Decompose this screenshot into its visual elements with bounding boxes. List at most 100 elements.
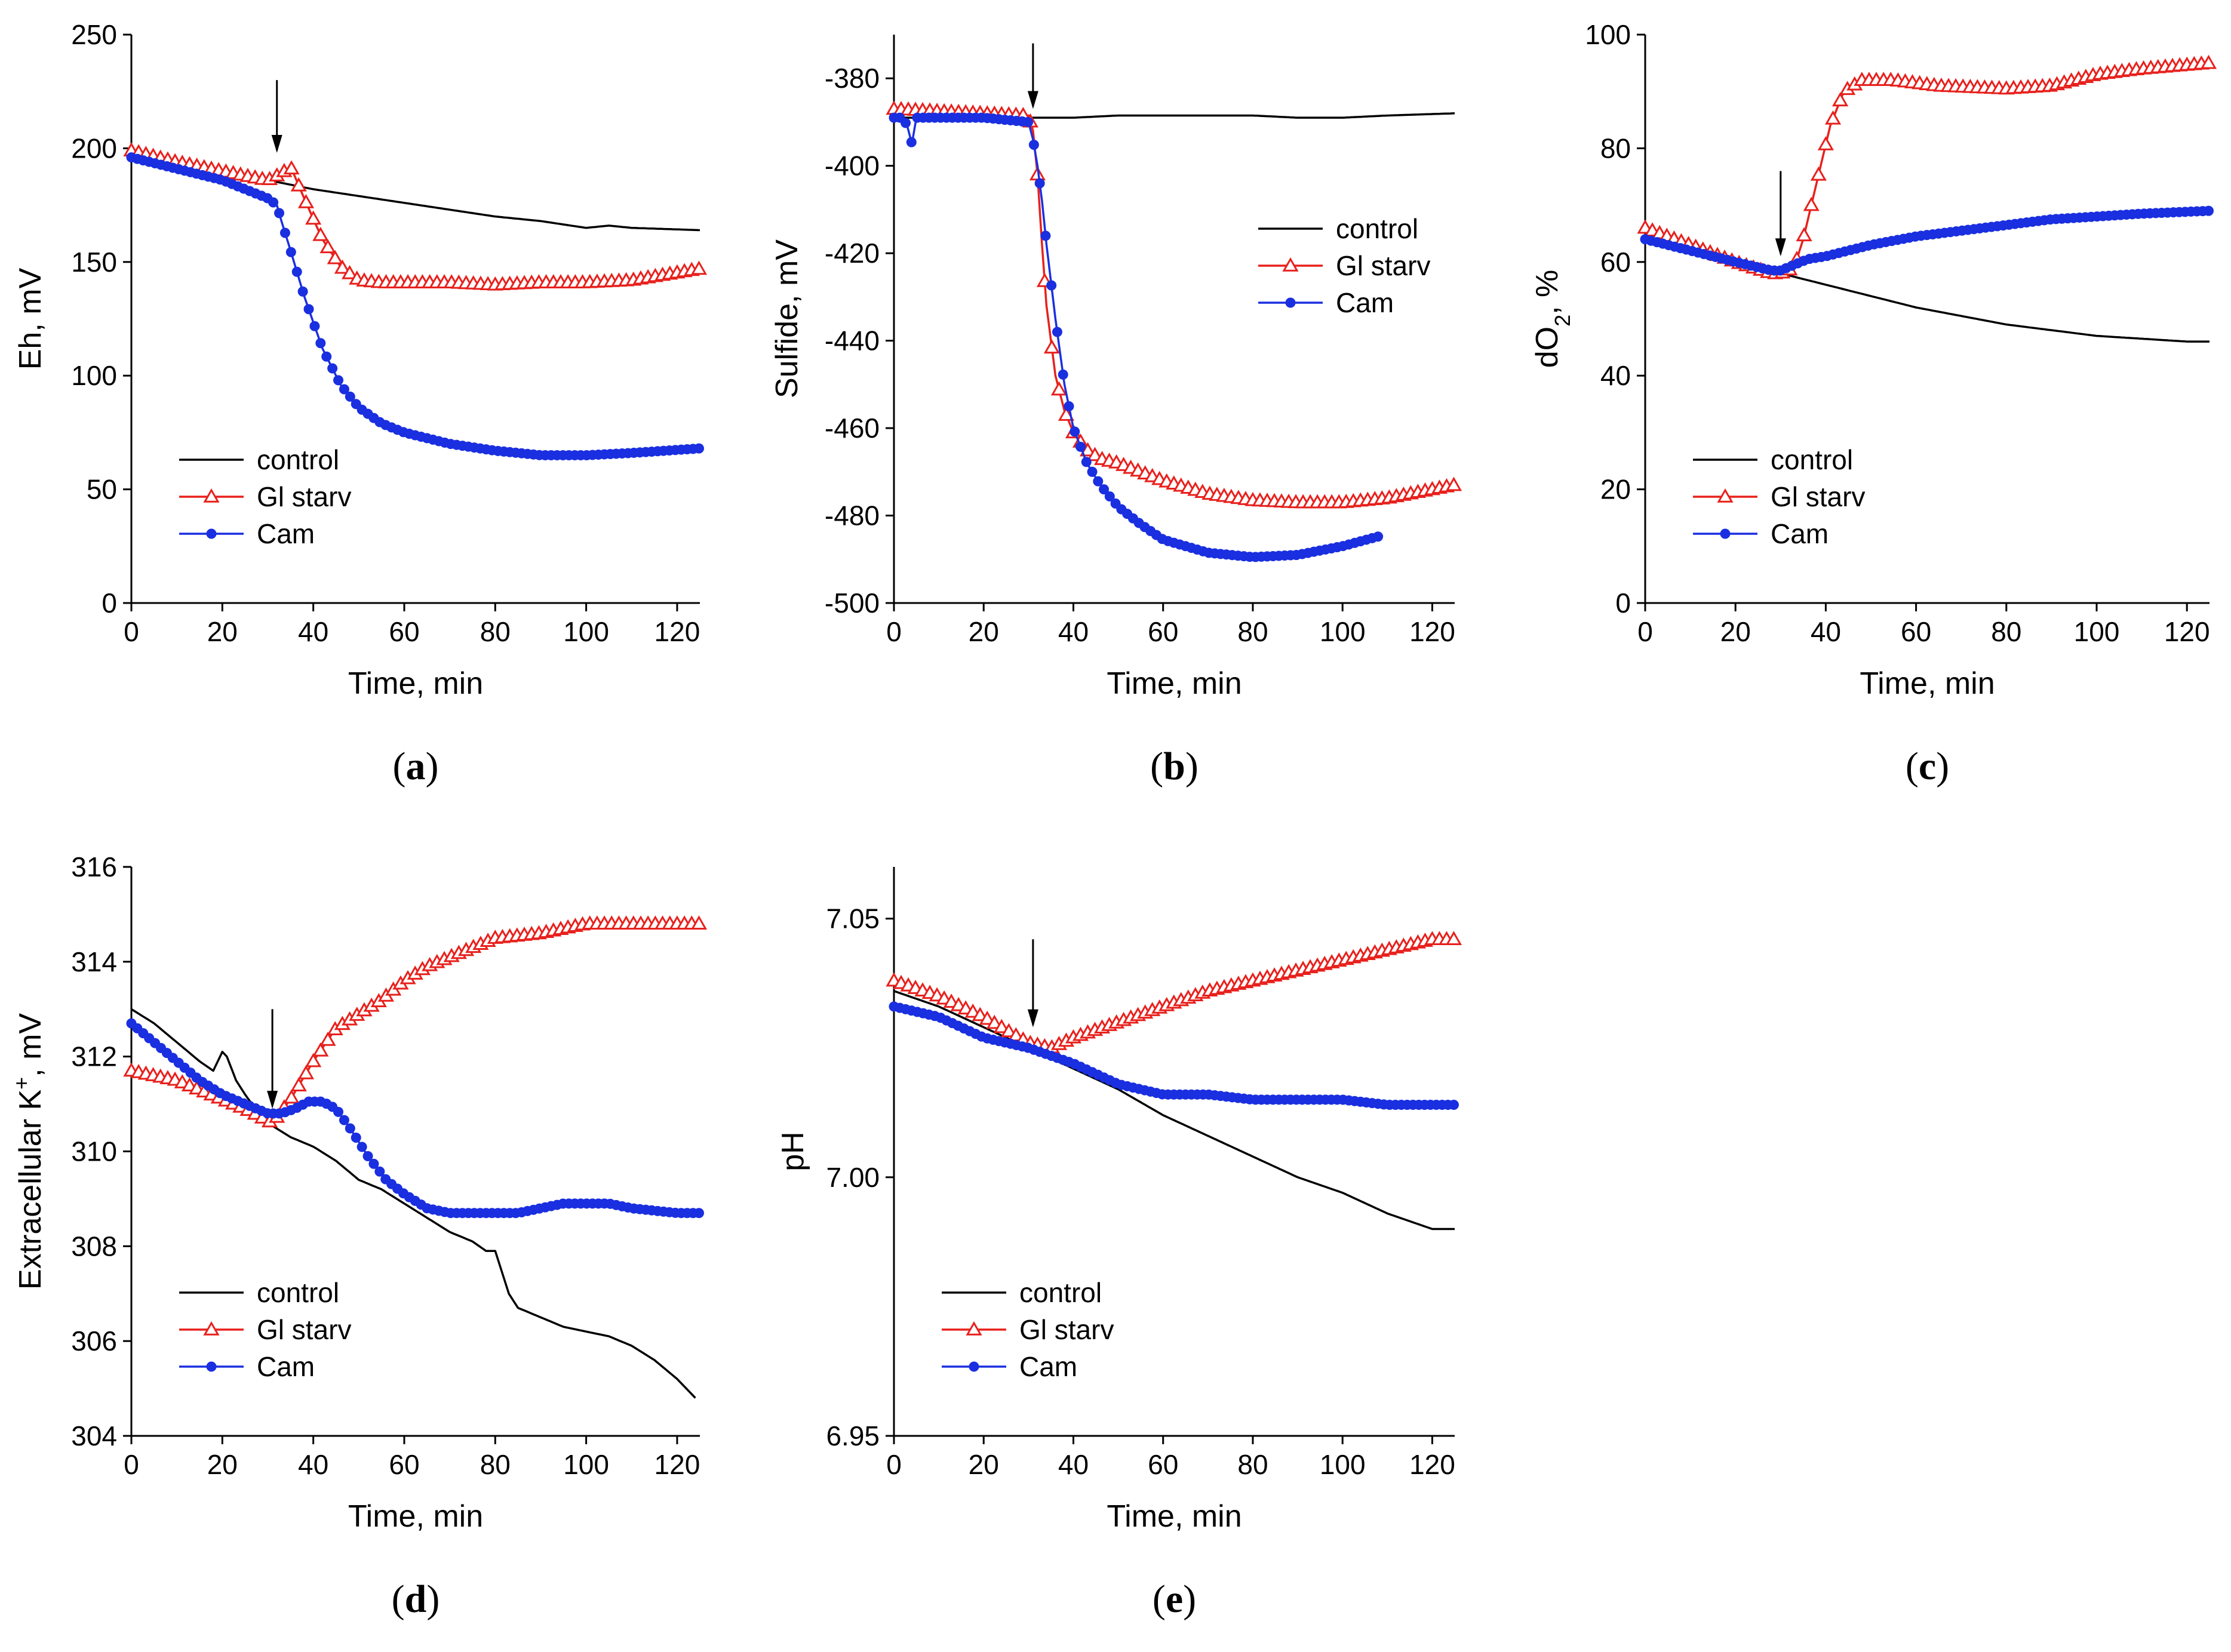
- x-axis-title: Time, min: [1107, 666, 1242, 701]
- series-line: [1645, 238, 2210, 343]
- series-cam: [126, 1018, 704, 1219]
- data-point: [1040, 230, 1051, 241]
- arrow-head: [1027, 1009, 1038, 1027]
- y-axis-title: dO2, %: [1530, 270, 1575, 368]
- x-tick-label: 60: [1148, 616, 1178, 647]
- y-axis-title: Sulfide, mV: [770, 239, 804, 398]
- series-gl-starv: [123, 915, 708, 1128]
- data-point: [1824, 110, 1842, 125]
- data-point: [2200, 54, 2217, 69]
- data-point: [693, 443, 704, 454]
- legend-label: Gl starv: [257, 1314, 351, 1345]
- x-tick-label: 0: [124, 616, 139, 647]
- x-tick-label: 80: [1237, 1449, 1268, 1480]
- legend-marker: [1720, 528, 1731, 539]
- data-point: [1817, 136, 1834, 150]
- x-tick-label: 40: [1058, 616, 1089, 647]
- data-point: [297, 286, 308, 297]
- legend-label: control: [257, 1277, 339, 1308]
- data-point: [1086, 447, 1104, 462]
- data-point: [374, 1166, 385, 1177]
- data-point: [274, 208, 285, 219]
- data-point: [1796, 227, 1812, 242]
- data-point: [1448, 1100, 1459, 1110]
- legend-label: Gl starv: [1771, 481, 1865, 512]
- x-tick-label: 0: [1637, 616, 1653, 647]
- x-tick-label: 80: [480, 616, 511, 647]
- data-point: [993, 1019, 1010, 1033]
- data-point: [1052, 327, 1062, 337]
- data-point: [305, 1053, 322, 1068]
- series-cam: [1640, 205, 2214, 276]
- data-point: [2203, 205, 2214, 216]
- data-point: [901, 118, 911, 128]
- data-point: [283, 1089, 300, 1104]
- chart-panel-c: 0 20 40 60 80 100 120 0 20 40 60 80 100 Time, min dO2,…: [1530, 19, 2217, 788]
- y-tick-label: 100: [1585, 19, 1631, 50]
- data-point: [345, 391, 355, 402]
- x-tick-label: 120: [654, 1449, 700, 1480]
- y-tick-label: 50: [87, 474, 117, 505]
- data-point: [986, 1014, 1003, 1029]
- data-point: [321, 351, 332, 362]
- series-line: [1645, 61, 2210, 275]
- legend-label: control: [257, 444, 339, 475]
- x-tick-label: 120: [1409, 1449, 1455, 1480]
- data-point: [345, 1123, 355, 1134]
- arrow-head: [1775, 238, 1786, 257]
- x-tick-label: 120: [654, 616, 700, 647]
- x-tick-label: 0: [886, 616, 902, 647]
- panel-label: (b): [1150, 745, 1199, 788]
- chart-panel-e: 0 20 40 60 80 100 120 6.95 7.00 7.05 Time, min pH (e…: [776, 867, 1462, 1621]
- series-cam: [889, 112, 1384, 562]
- legend-marker: [1717, 488, 1734, 503]
- data-point: [305, 210, 322, 225]
- x-tick-label: 20: [207, 616, 238, 647]
- data-point: [285, 247, 296, 257]
- x-axis-title: Time, min: [348, 1499, 483, 1534]
- data-point: [290, 1077, 307, 1092]
- x-tick-label: 40: [1058, 1449, 1089, 1480]
- chart-panel-a: 0 20 40 60 80 100 120 0 50 100 150 200 250 Time, min E…: [13, 19, 708, 788]
- y-tick-label: 7.05: [826, 903, 880, 934]
- panel-label: (a): [393, 745, 439, 788]
- data-point: [1046, 280, 1057, 291]
- data-point: [1104, 491, 1115, 502]
- y-tick-label: 100: [71, 360, 117, 391]
- x-tick-label: 0: [886, 1449, 902, 1480]
- data-point: [1373, 531, 1384, 542]
- data-point: [333, 1106, 344, 1117]
- legend-marker: [1285, 297, 1296, 308]
- legend-label: Cam: [1771, 518, 1829, 549]
- series-cam: [126, 152, 704, 460]
- data-point: [297, 1065, 315, 1079]
- x-tick-label: 80: [480, 1449, 511, 1480]
- x-tick-label: 100: [1320, 1449, 1366, 1480]
- data-point: [319, 1032, 336, 1046]
- data-point: [283, 160, 300, 175]
- data-point: [1803, 196, 1820, 211]
- y-tick-label: 150: [71, 247, 117, 278]
- data-point: [1445, 476, 1462, 491]
- data-point: [1810, 166, 1827, 181]
- y-tick-label: 314: [71, 946, 117, 977]
- data-point: [1050, 381, 1068, 396]
- arrow-head: [271, 135, 282, 153]
- x-tick-label: 60: [1148, 1449, 1178, 1480]
- legend-marker: [206, 528, 217, 539]
- x-tick-label: 120: [1409, 616, 1455, 647]
- legend-marker: [203, 1321, 220, 1336]
- y-axis-title: Extracellular K+, mV: [9, 1013, 48, 1290]
- y-tick-label: 306: [71, 1325, 117, 1356]
- y-tick-label: 0: [102, 587, 117, 619]
- legend-label: control: [1771, 444, 1853, 475]
- data-point: [327, 363, 338, 374]
- series-line: [131, 156, 700, 457]
- data-point: [1075, 441, 1086, 452]
- legend-label: Cam: [1019, 1351, 1077, 1382]
- y-tick-label: 7.00: [826, 1162, 880, 1193]
- y-axis-title: pH: [776, 1131, 810, 1171]
- x-tick-label: 20: [969, 616, 999, 647]
- legend-label: control: [1336, 213, 1418, 244]
